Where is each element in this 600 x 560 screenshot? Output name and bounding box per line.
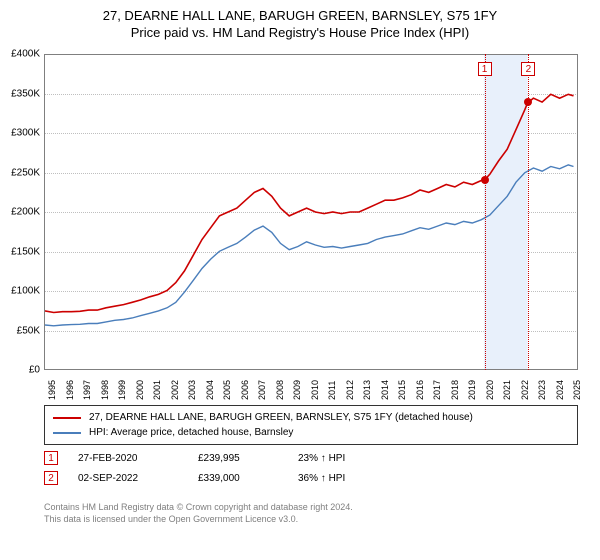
- ytick-label: £350K: [0, 88, 40, 99]
- sales-date: 27-FEB-2020: [78, 453, 198, 464]
- legend-label: 27, DEARNE HALL LANE, BARUGH GREEN, BARN…: [89, 410, 473, 425]
- sales-pct: 36% ↑ HPI: [298, 473, 418, 484]
- xtick-label: 2006: [240, 380, 250, 400]
- xtick-label: 2010: [310, 380, 320, 400]
- xtick-label: 2012: [345, 380, 355, 400]
- xtick-label: 1995: [47, 380, 57, 400]
- sales-row-marker: 1: [44, 451, 58, 465]
- footer-line-2: This data is licensed under the Open Gov…: [44, 514, 578, 526]
- xtick-label: 2023: [537, 380, 547, 400]
- sales-row: 1 27-FEB-2020£239,99523% ↑ HPI: [44, 448, 578, 468]
- sale-dot: [481, 176, 489, 184]
- ytick-label: £0: [0, 365, 40, 376]
- xtick-label: 2017: [432, 380, 442, 400]
- title-line-1: 27, DEARNE HALL LANE, BARUGH GREEN, BARN…: [0, 8, 600, 25]
- xtick-label: 2011: [327, 381, 337, 400]
- xtick-label: 2008: [275, 380, 285, 400]
- legend-swatch: [53, 432, 81, 434]
- legend-label: HPI: Average price, detached house, Barn…: [89, 425, 293, 440]
- ytick-label: £150K: [0, 246, 40, 257]
- footer-line-1: Contains HM Land Registry data © Crown c…: [44, 502, 578, 514]
- xtick-label: 1996: [65, 380, 75, 400]
- xtick-label: 2013: [362, 380, 372, 400]
- xtick-label: 1999: [117, 380, 127, 400]
- xtick-label: 2015: [397, 380, 407, 400]
- sales-price: £339,000: [198, 473, 298, 484]
- legend: 27, DEARNE HALL LANE, BARUGH GREEN, BARN…: [44, 405, 578, 445]
- xtick-label: 2016: [415, 380, 425, 400]
- xtick-label: 2004: [205, 380, 215, 400]
- xtick-label: 2024: [555, 380, 565, 400]
- chart-svg: [45, 55, 577, 369]
- figure-root: 27, DEARNE HALL LANE, BARUGH GREEN, BARN…: [0, 0, 600, 560]
- title-line-2: Price paid vs. HM Land Registry's House …: [0, 25, 600, 42]
- footer: Contains HM Land Registry data © Crown c…: [44, 502, 578, 525]
- xtick-label: 2025: [572, 380, 582, 400]
- sales-table: 1 27-FEB-2020£239,99523% ↑ HPI 2 02-SEP-202…: [44, 448, 578, 488]
- xtick-label: 2014: [380, 380, 390, 400]
- chart-plot-area: [44, 54, 578, 370]
- legend-row: 27, DEARNE HALL LANE, BARUGH GREEN, BARN…: [53, 410, 569, 425]
- sale-dot: [524, 98, 532, 106]
- xtick-label: 2021: [502, 380, 512, 400]
- sales-row-marker: 2: [44, 471, 58, 485]
- xtick-label: 2020: [485, 380, 495, 400]
- ytick-label: £250K: [0, 167, 40, 178]
- xtick-label: 2000: [135, 380, 145, 400]
- xtick-label: 2009: [292, 380, 302, 400]
- highlight-band: [484, 55, 528, 369]
- xtick-label: 2005: [222, 380, 232, 400]
- ytick-label: £300K: [0, 128, 40, 139]
- legend-swatch: [53, 417, 81, 419]
- ytick-label: £200K: [0, 207, 40, 218]
- sales-date: 02-SEP-2022: [78, 473, 198, 484]
- xtick-label: 2019: [467, 380, 477, 400]
- sales-row: 2 02-SEP-2022£339,00036% ↑ HPI: [44, 468, 578, 488]
- ytick-label: £400K: [0, 49, 40, 60]
- xtick-label: 1998: [100, 380, 110, 400]
- xtick-label: 2002: [170, 380, 180, 400]
- ytick-label: £50K: [0, 325, 40, 336]
- sale-vline: [485, 54, 486, 370]
- sales-price: £239,995: [198, 453, 298, 464]
- xtick-label: 2007: [257, 380, 267, 400]
- xtick-label: 2018: [450, 380, 460, 400]
- sale-marker-box: 1: [478, 62, 492, 76]
- xtick-label: 1997: [82, 380, 92, 400]
- xtick-label: 2003: [187, 380, 197, 400]
- xtick-label: 2001: [152, 380, 162, 400]
- xtick-label: 2022: [520, 380, 530, 400]
- ytick-label: £100K: [0, 286, 40, 297]
- title-block: 27, DEARNE HALL LANE, BARUGH GREEN, BARN…: [0, 0, 600, 44]
- legend-row: HPI: Average price, detached house, Barn…: [53, 425, 569, 440]
- sale-marker-box: 2: [521, 62, 535, 76]
- sales-pct: 23% ↑ HPI: [298, 453, 418, 464]
